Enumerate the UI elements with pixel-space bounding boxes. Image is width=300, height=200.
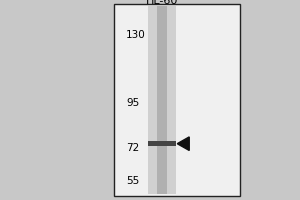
Text: 55: 55 xyxy=(126,176,139,186)
Polygon shape xyxy=(177,137,189,150)
Text: 130: 130 xyxy=(126,30,146,40)
Bar xyxy=(157,6,167,194)
Bar xyxy=(114,4,240,196)
Bar xyxy=(148,141,176,146)
Text: 95: 95 xyxy=(126,98,139,108)
Text: HL-60: HL-60 xyxy=(146,0,178,6)
Bar xyxy=(148,6,176,194)
Text: 72: 72 xyxy=(126,143,139,153)
